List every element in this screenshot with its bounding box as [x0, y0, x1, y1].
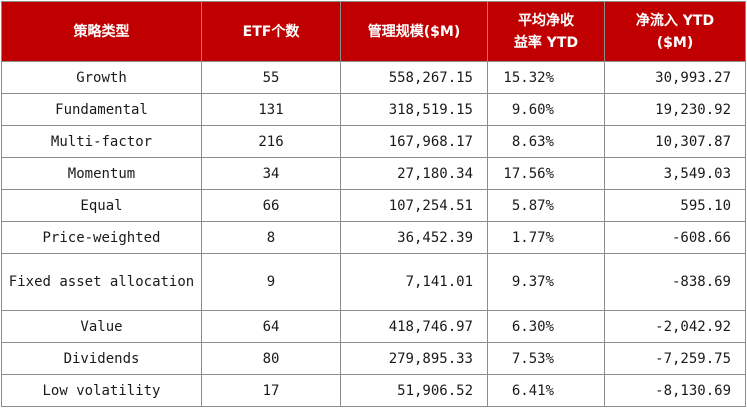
cell-aum: 51,906.52 [340, 374, 488, 407]
cell-net-inflow: -608.66 [604, 221, 746, 254]
cell-etf-count: 80 [201, 342, 341, 375]
header-avg-return: 平均净收 益率 YTD [487, 1, 605, 62]
table-row: Multi-factor 216 167,968.17 8.63% 10,307… [1, 125, 746, 158]
table-row: Momentum 34 27,180.34 17.56% 3,549.03 [1, 157, 746, 190]
table-body: Growth 55 558,267.15 15.32% 30,993.27 Fu… [1, 61, 746, 407]
cell-aum: 107,254.51 [340, 189, 488, 222]
table-row: Dividends 80 279,895.33 7.53% -7,259.75 [1, 342, 746, 375]
header-net-inflow-line1: 净流入 YTD [635, 12, 715, 29]
cell-etf-count: 17 [201, 374, 341, 407]
cell-avg-return: 6.41% [487, 374, 605, 407]
cell-aum: 558,267.15 [340, 61, 488, 94]
cell-etf-count: 131 [201, 93, 341, 126]
header-net-inflow-line2: ($M) [656, 34, 694, 51]
header-etf-count-label: ETF个数 [242, 23, 300, 40]
cell-avg-return: 7.53% [487, 342, 605, 375]
table-row: Low volatility 17 51,906.52 6.41% -8,130… [1, 374, 746, 407]
cell-avg-return: 6.30% [487, 310, 605, 343]
table-row: Growth 55 558,267.15 15.32% 30,993.27 [1, 61, 746, 94]
cell-net-inflow: 3,549.03 [604, 157, 746, 190]
cell-avg-return: 5.87% [487, 189, 605, 222]
table-row: Equal 66 107,254.51 5.87% 595.10 [1, 189, 746, 222]
cell-strategy: Fundamental [1, 93, 202, 126]
cell-strategy: Momentum [1, 157, 202, 190]
cell-etf-count: 9 [201, 253, 341, 311]
header-avg-return-line1: 平均净收 [518, 12, 574, 29]
cell-etf-count: 55 [201, 61, 341, 94]
cell-aum: 279,895.33 [340, 342, 488, 375]
cell-strategy: Value [1, 310, 202, 343]
table-row: Fundamental 131 318,519.15 9.60% 19,230.… [1, 93, 746, 126]
cell-avg-return: 9.60% [487, 93, 605, 126]
cell-etf-count: 64 [201, 310, 341, 343]
cell-avg-return: 17.56% [487, 157, 605, 190]
table-row: Value 64 418,746.97 6.30% -2,042.92 [1, 310, 746, 343]
cell-net-inflow: -2,042.92 [604, 310, 746, 343]
cell-aum: 318,519.15 [340, 93, 488, 126]
header-strategy-label: 策略类型 [73, 23, 130, 40]
cell-etf-count: 8 [201, 221, 341, 254]
cell-aum: 418,746.97 [340, 310, 488, 343]
cell-net-inflow: 30,993.27 [604, 61, 746, 94]
table-header: 策略类型 ETF个数 管理规模($M) 平均净收 益率 YTD 净流入 YTD … [1, 1, 746, 62]
header-row: 策略类型 ETF个数 管理规模($M) 平均净收 益率 YTD 净流入 YTD … [1, 1, 746, 62]
cell-net-inflow: -8,130.69 [604, 374, 746, 407]
header-etf-count: ETF个数 [201, 1, 341, 62]
table-row: Fixed asset allocation 9 7,141.01 9.37% … [1, 253, 746, 311]
header-strategy-type: 策略类型 [1, 1, 202, 62]
cell-avg-return: 8.63% [487, 125, 605, 158]
cell-net-inflow: -7,259.75 [604, 342, 746, 375]
cell-strategy: Fixed asset allocation [1, 253, 202, 311]
cell-net-inflow: 10,307.87 [604, 125, 746, 158]
cell-net-inflow: 19,230.92 [604, 93, 746, 126]
cell-etf-count: 216 [201, 125, 341, 158]
table-row: Price-weighted 8 36,452.39 1.77% -608.66 [1, 221, 746, 254]
cell-net-inflow: -838.69 [604, 253, 746, 311]
header-avg-return-line2: 益率 YTD [513, 34, 579, 51]
cell-strategy: Low volatility [1, 374, 202, 407]
cell-strategy: Growth [1, 61, 202, 94]
cell-strategy: Dividends [1, 342, 202, 375]
cell-avg-return: 9.37% [487, 253, 605, 311]
header-net-inflow: 净流入 YTD ($M) [604, 1, 746, 62]
cell-net-inflow: 595.10 [604, 189, 746, 222]
cell-strategy: Price-weighted [1, 221, 202, 254]
cell-etf-count: 34 [201, 157, 341, 190]
cell-aum: 27,180.34 [340, 157, 488, 190]
etf-strategy-table: 策略类型 ETF个数 管理规模($M) 平均净收 益率 YTD 净流入 YTD … [1, 1, 746, 407]
cell-aum: 167,968.17 [340, 125, 488, 158]
cell-avg-return: 15.32% [487, 61, 605, 94]
cell-strategy: Multi-factor [1, 125, 202, 158]
cell-etf-count: 66 [201, 189, 341, 222]
cell-avg-return: 1.77% [487, 221, 605, 254]
header-aum-label: 管理规模($M) [367, 23, 461, 40]
header-aum: 管理规模($M) [340, 1, 488, 62]
cell-aum: 36,452.39 [340, 221, 488, 254]
cell-strategy: Equal [1, 189, 202, 222]
cell-aum: 7,141.01 [340, 253, 488, 311]
